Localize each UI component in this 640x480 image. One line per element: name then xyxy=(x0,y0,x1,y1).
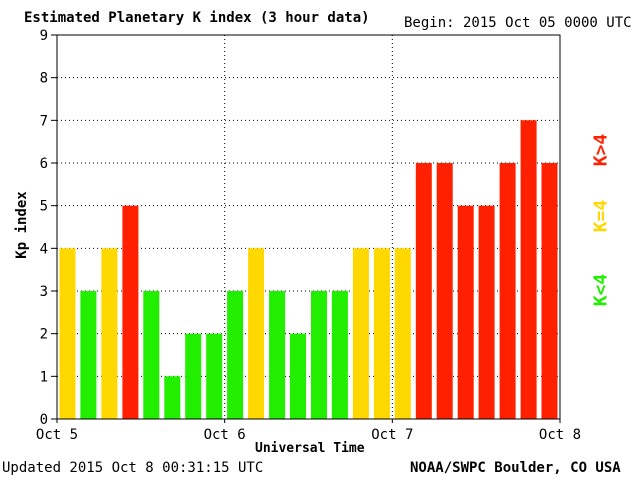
x-axis: Oct 5 Oct 6 Oct 7 Oct 8 xyxy=(36,419,581,443)
bar xyxy=(499,163,516,419)
grid-lines xyxy=(57,35,560,419)
y-tick-label: 4 xyxy=(40,241,48,257)
begin-time: Begin: 2015 Oct 05 0000 UTC xyxy=(404,15,632,31)
y-tick-label: 7 xyxy=(40,113,48,129)
y-tick-label: 2 xyxy=(40,327,48,343)
bar xyxy=(541,163,558,419)
y-tick-label: 8 xyxy=(40,71,48,87)
legend-low: K<4 xyxy=(590,273,612,307)
y-tick-label: 6 xyxy=(40,156,48,172)
bar xyxy=(248,248,265,419)
legend-equal: K=4 xyxy=(590,199,612,233)
x-tick-label: Oct 6 xyxy=(204,427,246,443)
bar xyxy=(122,205,139,419)
bar xyxy=(520,120,537,420)
x-tick-label: Oct 5 xyxy=(36,427,78,443)
bar xyxy=(457,205,474,419)
bar xyxy=(415,163,432,419)
bar xyxy=(101,248,118,419)
bar xyxy=(311,291,327,419)
bars xyxy=(59,120,558,420)
y-axis-label: Kp index xyxy=(14,191,30,259)
bar xyxy=(227,291,244,419)
x-axis-label: Universal Time xyxy=(255,441,365,456)
plot-frame xyxy=(56,34,561,420)
bar xyxy=(373,248,390,419)
bar xyxy=(143,291,160,419)
y-tick-label: 3 xyxy=(40,284,48,300)
legend-high: K>4 xyxy=(590,133,612,167)
x-tick-label: Oct 7 xyxy=(371,427,413,443)
bar xyxy=(59,248,76,419)
bar xyxy=(352,248,369,419)
bar xyxy=(394,248,411,419)
bar xyxy=(290,333,306,419)
x-tick-label: Oct 8 xyxy=(539,427,581,443)
bar xyxy=(331,291,348,419)
source-credit: NOAA/SWPC Boulder, CO USA xyxy=(410,460,621,476)
y-tick-label: 1 xyxy=(40,369,48,385)
y-tick-label: 5 xyxy=(40,199,48,215)
bar xyxy=(206,333,223,419)
y-tick-label: 0 xyxy=(40,412,48,428)
y-axis: 0 1 2 3 4 5 6 7 8 9 xyxy=(40,28,57,428)
updated-timestamp: Updated 2015 Oct 8 00:31:15 UTC xyxy=(2,460,264,476)
bar xyxy=(478,205,495,419)
bar xyxy=(164,376,181,419)
y-tick-label: 9 xyxy=(40,28,48,44)
bar xyxy=(80,291,97,419)
bar xyxy=(436,163,453,419)
bar xyxy=(269,291,286,419)
bar xyxy=(185,333,202,419)
chart-title: Estimated Planetary K index (3 hour data… xyxy=(24,10,370,26)
